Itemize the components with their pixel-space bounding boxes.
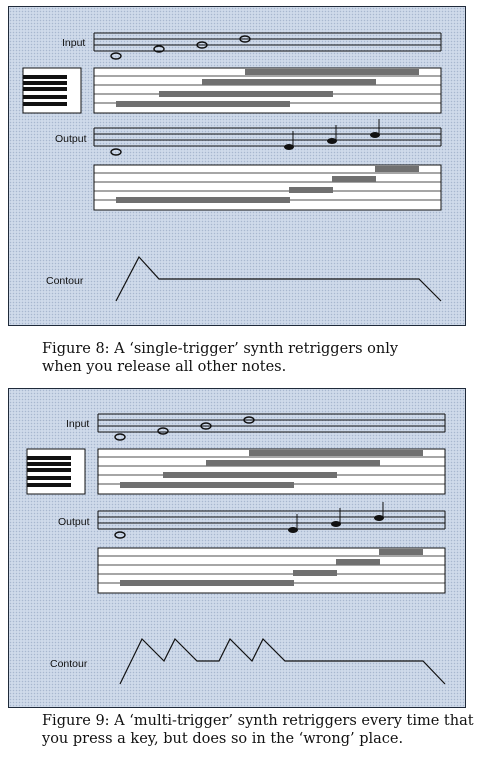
keyboard-graphic	[22, 67, 82, 114]
input-note-bar-2	[159, 91, 333, 97]
envelope-contour	[115, 255, 442, 302]
output-note-bar-2	[289, 187, 333, 193]
input-note-bar-1	[116, 101, 290, 107]
output-label: Output	[55, 133, 87, 145]
output-note-3	[331, 508, 341, 527]
output-note-2	[284, 131, 294, 150]
input-staff	[97, 413, 446, 433]
input-note-bar-3	[206, 460, 380, 466]
input-note-4	[239, 35, 251, 43]
output-note-bar-3	[336, 559, 380, 565]
output-note-bar-2	[293, 570, 337, 576]
input-note-2	[153, 45, 165, 53]
input-note-bar-3	[202, 79, 376, 85]
contour-label: Contour	[46, 275, 84, 287]
output-note-bar-3	[332, 176, 376, 182]
output-note-bar-4	[375, 166, 419, 172]
output-note-4	[374, 502, 384, 521]
output-note-2	[288, 514, 298, 533]
output-note-1	[110, 148, 122, 156]
input-note-3	[196, 41, 208, 49]
figure-8-diagram: Input	[22, 32, 442, 302]
figure-8-panel: Input	[8, 6, 466, 326]
output-note-bar-1	[116, 197, 290, 203]
keyboard-graphic	[26, 448, 86, 495]
input-note-bar-4	[249, 450, 423, 456]
contour-label: Contour	[50, 658, 88, 670]
figure-8-caption: Figure 8: A ‘single-trigger’ synth retri…	[42, 340, 472, 376]
output-piano-roll	[97, 547, 446, 594]
input-note-bar-2	[163, 472, 337, 478]
input-piano-roll	[97, 448, 446, 495]
input-label: Input	[62, 37, 85, 49]
input-note-bar-1	[120, 482, 294, 488]
input-note-1	[110, 52, 122, 60]
output-note-bar-1	[120, 580, 294, 586]
input-staff	[93, 32, 442, 52]
output-note-4	[370, 119, 380, 138]
input-note-bar-4	[245, 69, 419, 75]
input-note-2	[157, 427, 169, 435]
input-note-1	[114, 433, 126, 441]
caption-line-1: Figure 8: A ‘single-trigger’ synth retri…	[42, 341, 399, 357]
input-note-3	[200, 422, 212, 430]
caption-line-2: when you release all other notes.	[42, 359, 287, 375]
input-label: Input	[66, 418, 89, 430]
figure-9-caption: Figure 9: A ‘multi-trigger’ synth retrig…	[42, 712, 474, 748]
input-note-4	[243, 416, 255, 424]
output-note-bar-4	[379, 549, 423, 555]
input-piano-roll	[93, 67, 442, 114]
output-piano-roll	[93, 164, 442, 211]
output-note-3	[327, 125, 337, 144]
output-note-1	[114, 531, 126, 539]
envelope-contour	[119, 637, 446, 685]
caption-line-2: you press a key, but does so in the ‘wro…	[42, 731, 404, 747]
output-label: Output	[58, 516, 90, 528]
output-staff	[97, 510, 446, 530]
figure-9-diagram: Input	[26, 413, 446, 685]
output-staff	[93, 127, 442, 147]
figure-9-panel: Input	[8, 388, 466, 708]
caption-line-1: Figure 9: A ‘multi-trigger’ synth retrig…	[42, 713, 474, 729]
